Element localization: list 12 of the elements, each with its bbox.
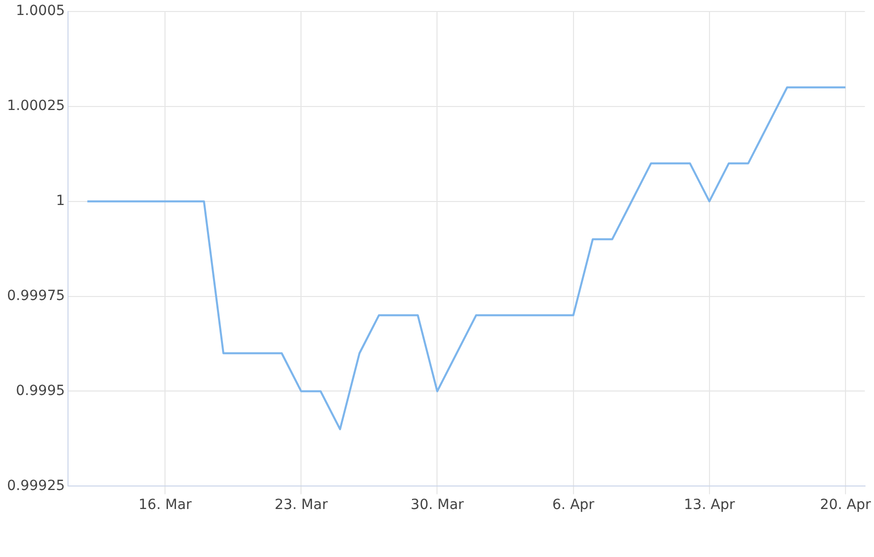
y-tick-label: 0.99925 xyxy=(6,478,65,494)
x-tick-label: 23. Mar xyxy=(274,497,328,514)
x-tick-label: 30. Mar xyxy=(410,497,464,514)
y-tick-label: 1.0005 xyxy=(16,3,65,20)
x-tick-label: 20. Apr xyxy=(820,497,872,514)
x-tick-label: 6. Apr xyxy=(552,497,595,514)
y-tick-label: 0.99975 xyxy=(6,288,65,304)
y-tick-label: 1.00025 xyxy=(6,98,65,114)
x-tick-label: 13. Apr xyxy=(684,497,736,514)
y-tick-label: 0.9995 xyxy=(16,382,65,399)
y-tick-label: 1 xyxy=(56,192,65,209)
x-tick-label: 16. Mar xyxy=(138,497,192,514)
